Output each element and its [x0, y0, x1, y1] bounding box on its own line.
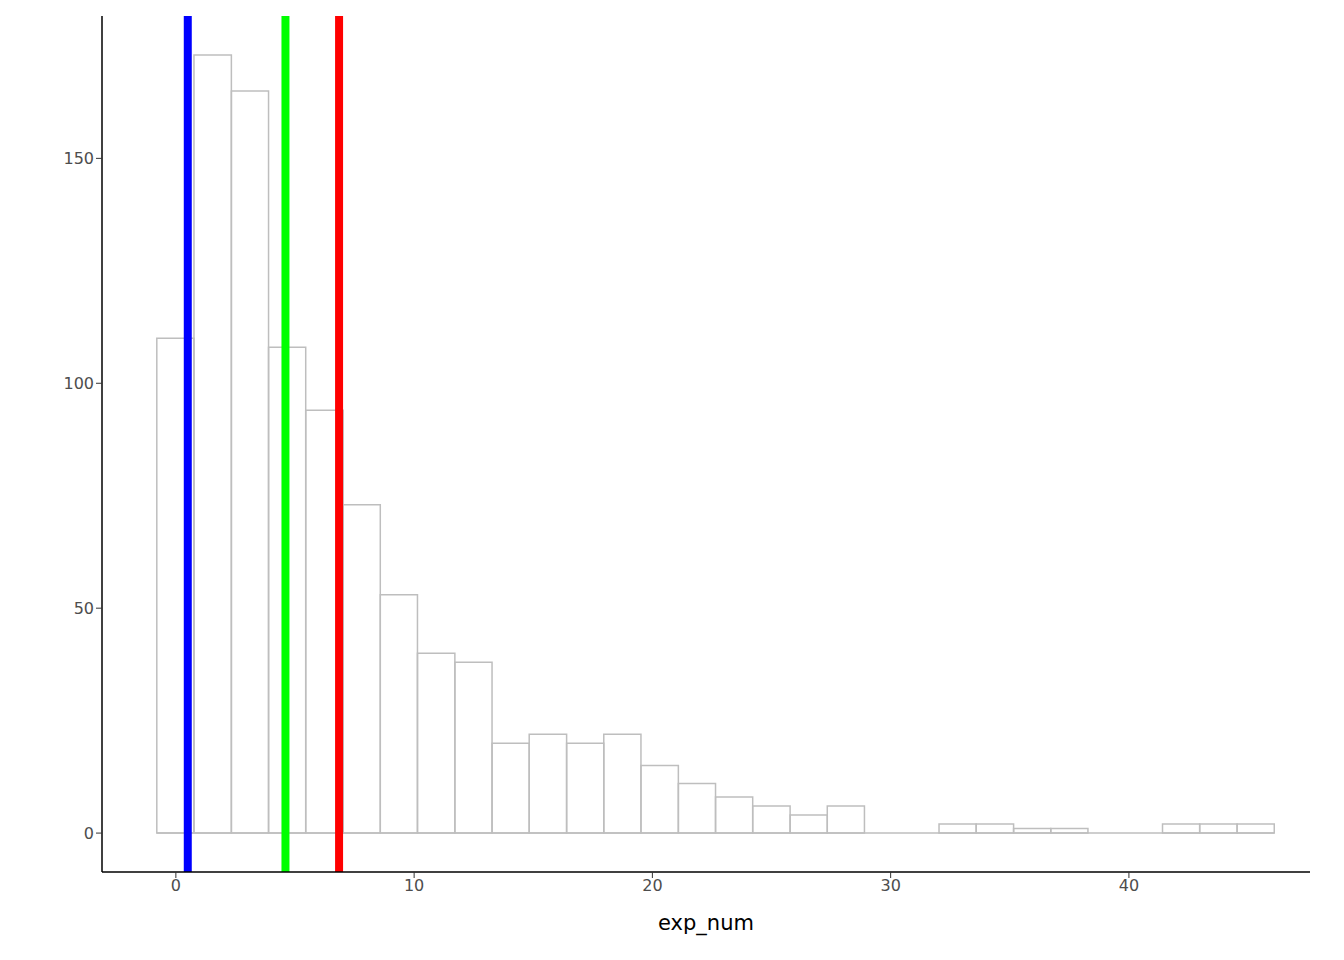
svg-text:exp_num: exp_num [658, 911, 754, 936]
svg-text:30: 30 [880, 876, 900, 895]
svg-text:20: 20 [642, 876, 662, 895]
svg-text:10: 10 [404, 876, 424, 895]
svg-text:0: 0 [84, 824, 94, 843]
svg-text:100: 100 [63, 374, 94, 393]
svg-text:40: 40 [1119, 876, 1139, 895]
svg-text:50: 50 [74, 599, 94, 618]
svg-text:150: 150 [63, 149, 94, 168]
svg-text:0: 0 [171, 876, 181, 895]
